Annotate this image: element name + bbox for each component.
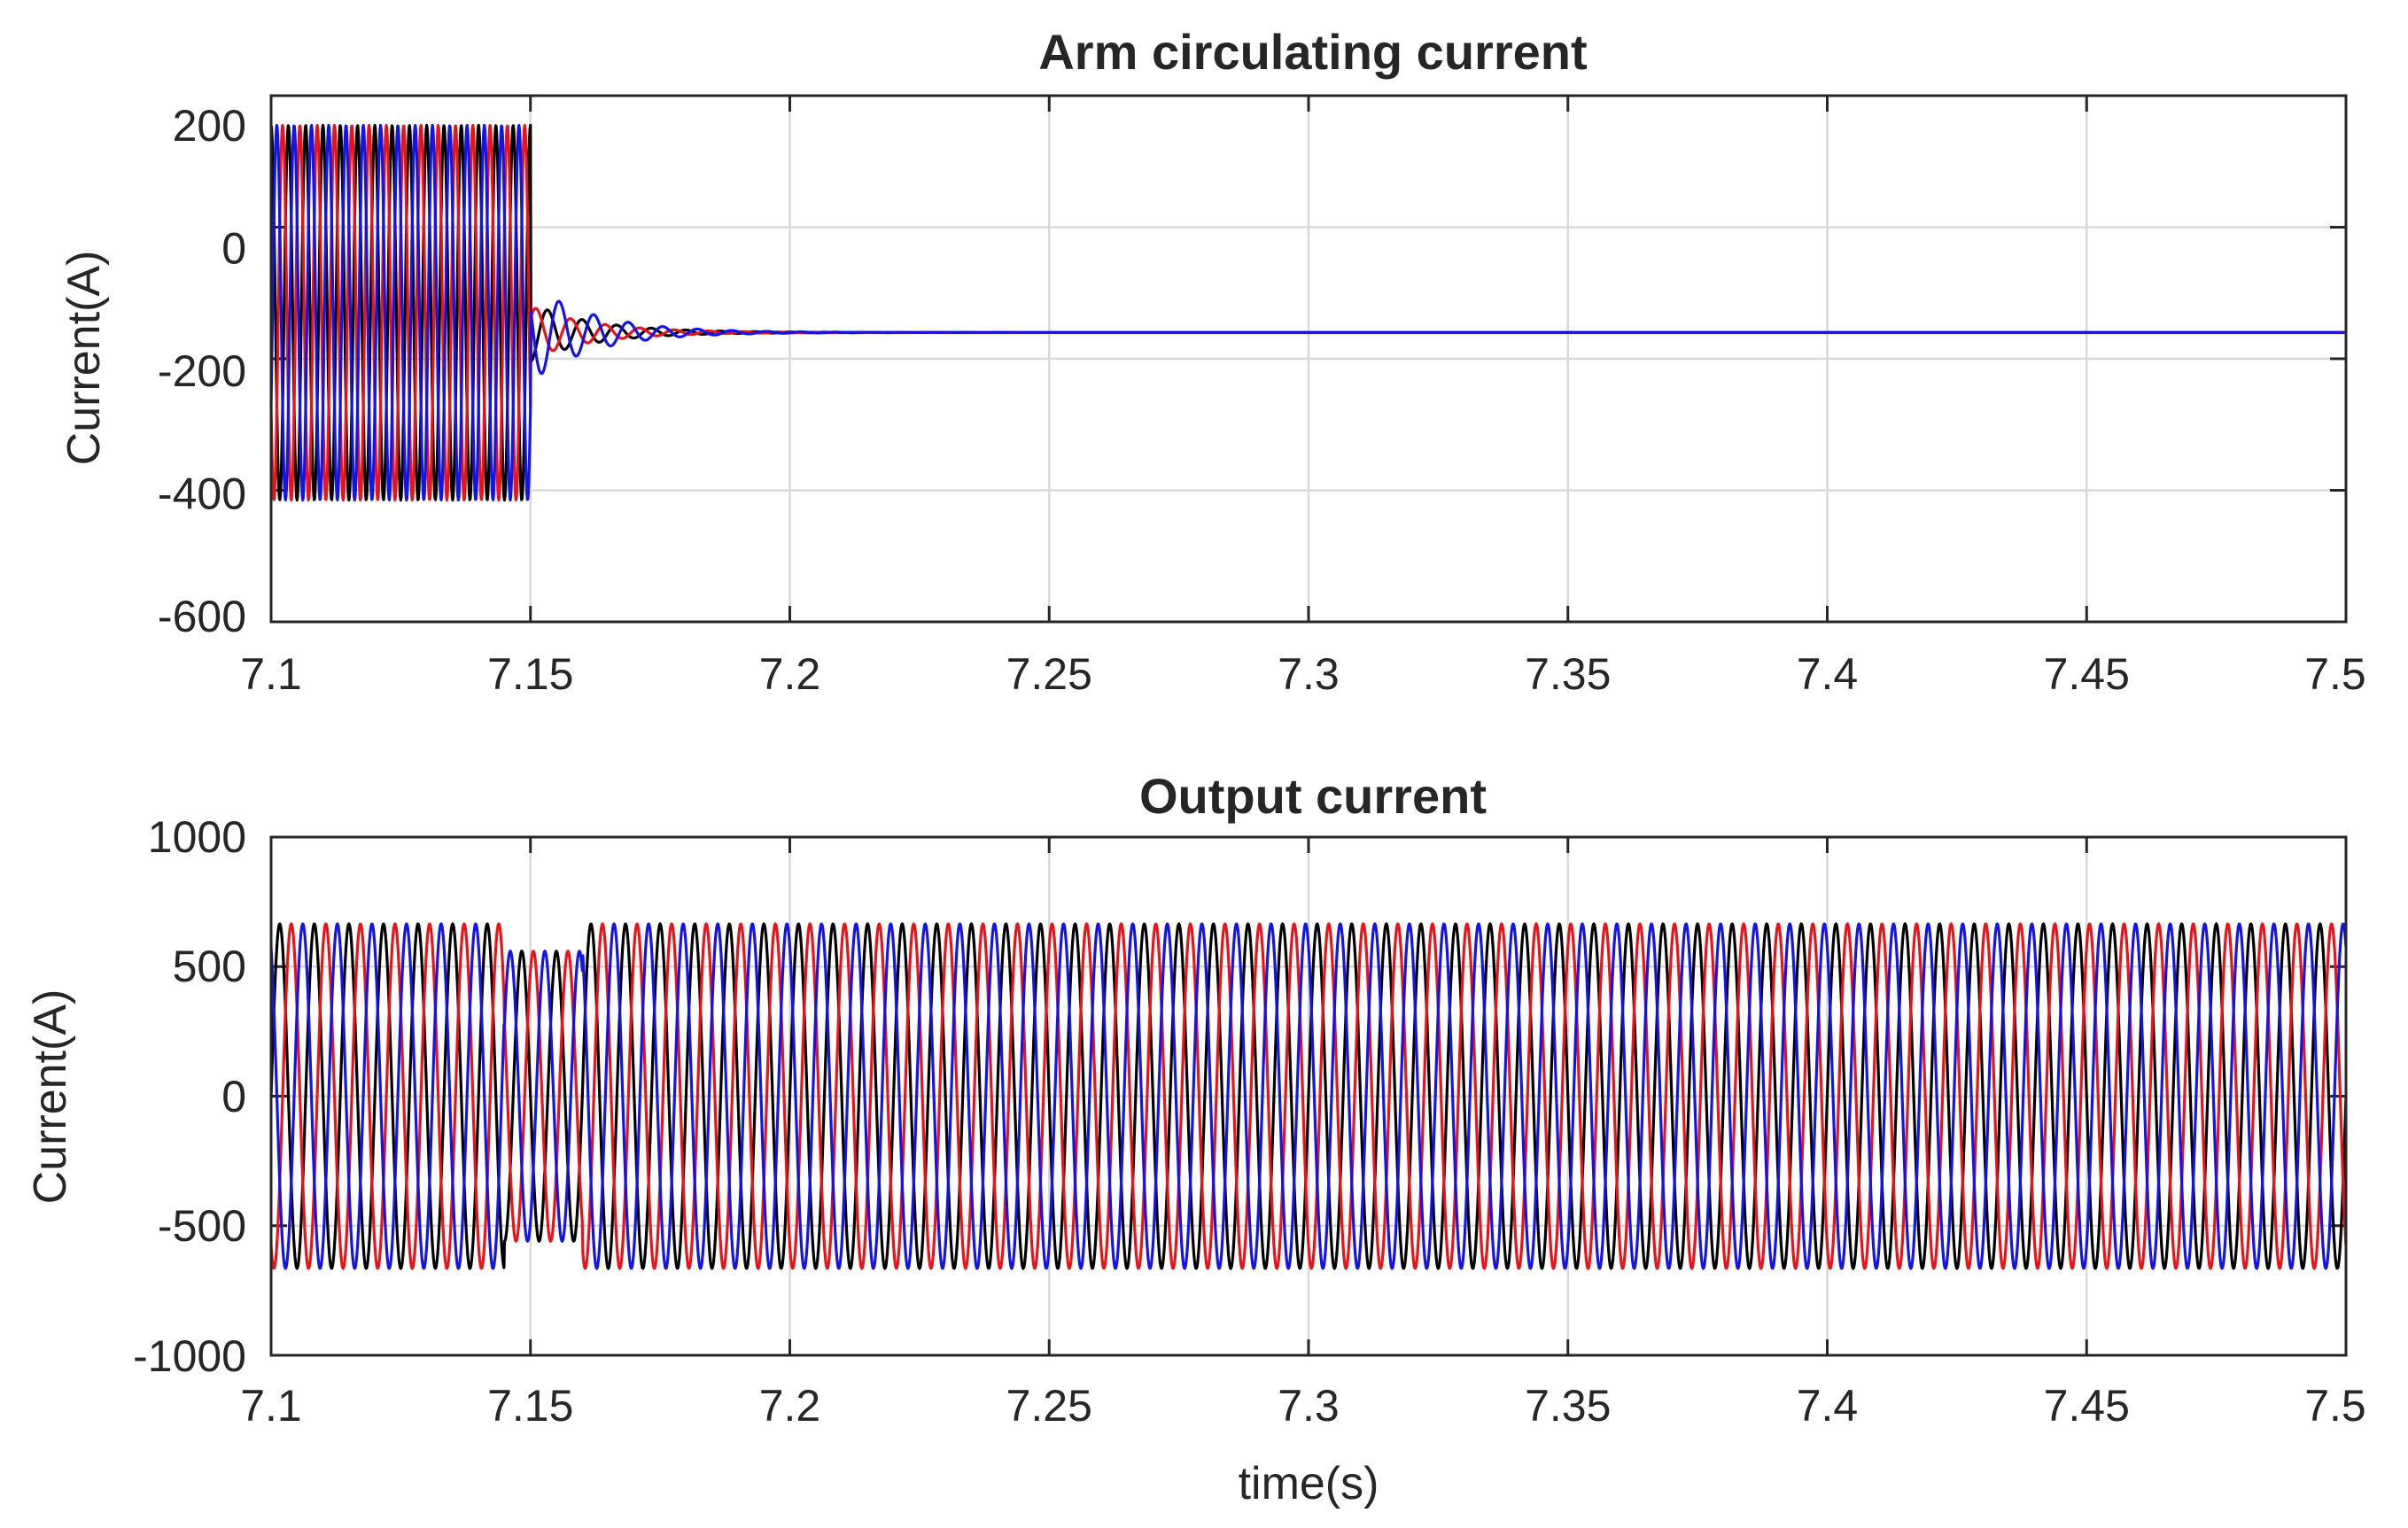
y-tick-label: 200 bbox=[173, 101, 246, 151]
y-tick-label: 0 bbox=[221, 1072, 246, 1121]
x-tick-label: 7.1 bbox=[240, 649, 302, 699]
series-line-3 bbox=[269, 922, 2348, 1270]
x-tick-label: 7.45 bbox=[2044, 649, 2130, 699]
y-tick-labels: 200 0 -200 -400 -600 bbox=[158, 101, 246, 641]
y-tick-label: -600 bbox=[158, 592, 246, 641]
x-tick-label: 7.2 bbox=[759, 649, 821, 699]
x-tick-label: 7.25 bbox=[1006, 649, 1092, 699]
series-line-3 bbox=[269, 123, 2348, 502]
x-tick-label: 7.3 bbox=[1278, 1381, 1340, 1431]
y-tick-label: -500 bbox=[158, 1201, 246, 1251]
y-tick-label: -1000 bbox=[133, 1331, 246, 1381]
x-tick-labels: 7.1 7.15 7.2 7.25 7.3 7.35 7.4 7.45 7.5 bbox=[240, 1381, 2366, 1431]
series-line-2 bbox=[269, 922, 2348, 1270]
x-tick-label: 7.4 bbox=[1797, 649, 1859, 699]
x-axis-label: time(s) bbox=[1239, 1458, 1379, 1509]
x-tick-label: 7.5 bbox=[2304, 1381, 2366, 1431]
y-axis-label: Current(A) bbox=[58, 251, 110, 466]
y-axis-label: Current(A) bbox=[25, 989, 76, 1205]
plot-frame bbox=[269, 835, 2348, 1357]
x-tick-label: 7.25 bbox=[1006, 1381, 1092, 1431]
x-tick-label: 7.1 bbox=[240, 1381, 302, 1431]
x-tick-label: 7.15 bbox=[487, 649, 573, 699]
y-tick-label: 500 bbox=[173, 942, 246, 991]
x-tick-label: 7.35 bbox=[1525, 649, 1611, 699]
series-line-1 bbox=[269, 922, 2348, 1270]
x-tick-label: 7.35 bbox=[1525, 1381, 1611, 1431]
data-lines bbox=[269, 922, 2348, 1270]
x-tick-label: 7.4 bbox=[1797, 1381, 1859, 1431]
x-tick-label: 7.45 bbox=[2044, 1381, 2130, 1431]
x-tick-label: 7.2 bbox=[759, 1381, 821, 1431]
y-tick-label: -400 bbox=[158, 469, 246, 519]
data-lines bbox=[269, 123, 2348, 502]
y-tick-labels: 1000 500 0 -500 -1000 bbox=[133, 812, 246, 1381]
y-tick-label: 1000 bbox=[148, 812, 246, 862]
output-current-panel: Output current 7.1 7.15 7.2 7.25 7.3 7.3… bbox=[25, 768, 2366, 1509]
x-tick-label: 7.15 bbox=[487, 1381, 573, 1431]
plot-frame bbox=[269, 94, 2348, 624]
x-tick-label: 7.3 bbox=[1278, 649, 1340, 699]
y-tick-label: -200 bbox=[158, 346, 246, 396]
x-tick-label: 7.5 bbox=[2304, 649, 2366, 699]
chart-title: Output current bbox=[1139, 768, 1487, 824]
arm-circulating-current-panel: Arm circulating current 7.1 7.15 7.2 7.2… bbox=[58, 24, 2366, 699]
x-tick-labels: 7.1 7.15 7.2 7.25 7.3 7.35 7.4 7.45 7.5 bbox=[240, 649, 2366, 699]
y-tick-label: 0 bbox=[221, 224, 246, 274]
chart-title: Arm circulating current bbox=[1038, 24, 1587, 80]
